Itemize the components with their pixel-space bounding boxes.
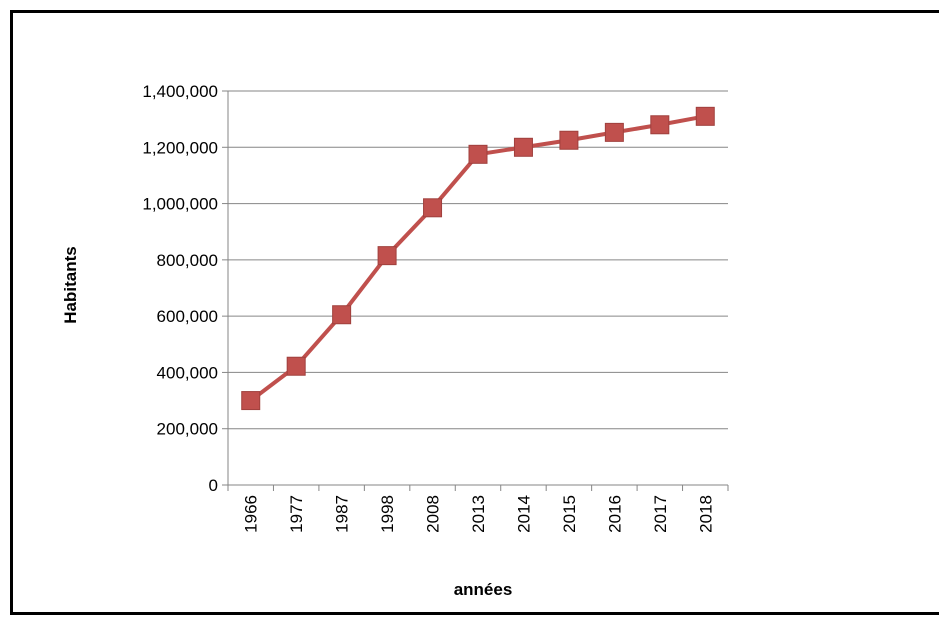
x-tick-label: 1977 bbox=[287, 495, 306, 533]
data-point-marker bbox=[377, 246, 397, 266]
x-tick-label: 2008 bbox=[424, 495, 443, 533]
y-tick-label: 0 bbox=[209, 476, 218, 495]
x-tick-labels: 1966 1977 1987 1998 2008 2013 2014 2015 2016 2017… bbox=[242, 495, 716, 533]
x-tick-label: 2016 bbox=[605, 495, 624, 533]
data-point-marker bbox=[650, 115, 670, 135]
x-tick-label: 2018 bbox=[696, 495, 715, 533]
data-point-marker bbox=[513, 137, 533, 157]
x-tick-label: 2014 bbox=[514, 495, 533, 533]
line-chart: 0 200,000 400,000 600,000 800,000 1,000,000 1,… bbox=[61, 82, 729, 599]
chart-frame: 0 200,000 400,000 600,000 800,000 1,000,000 1,… bbox=[10, 10, 939, 615]
y-axis-title: Habitants bbox=[61, 246, 80, 323]
y-tick-label: 1,000,000 bbox=[142, 195, 218, 214]
x-axis-title: années bbox=[454, 580, 513, 599]
grid-lines bbox=[228, 90, 728, 430]
series-markers bbox=[241, 106, 715, 411]
axes bbox=[222, 90, 729, 491]
y-tick-labels: 0 200,000 400,000 600,000 800,000 1,000,000 1,… bbox=[142, 82, 218, 495]
y-tick-label: 200,000 bbox=[157, 420, 218, 439]
data-point-marker bbox=[695, 106, 715, 126]
x-tick-label: 2013 bbox=[469, 495, 488, 533]
data-point-marker bbox=[423, 198, 443, 218]
y-tick-label: 1,400,000 bbox=[142, 82, 218, 101]
x-tick-label: 1987 bbox=[333, 495, 352, 533]
data-point-marker bbox=[468, 144, 488, 164]
data-point-marker bbox=[332, 305, 352, 325]
y-tick-label: 800,000 bbox=[157, 251, 218, 270]
x-tick-label: 1966 bbox=[242, 495, 261, 533]
y-tick-label: 400,000 bbox=[157, 363, 218, 382]
data-point-marker bbox=[604, 122, 624, 142]
x-tick-label: 1998 bbox=[378, 495, 397, 533]
data-point-marker bbox=[241, 391, 261, 411]
x-tick-label: 2017 bbox=[651, 495, 670, 533]
y-tick-label: 600,000 bbox=[157, 307, 218, 326]
y-tick-label: 1,200,000 bbox=[142, 138, 218, 157]
data-point-marker bbox=[559, 130, 579, 150]
data-point-marker bbox=[286, 356, 306, 376]
x-tick-label: 2015 bbox=[560, 495, 579, 533]
